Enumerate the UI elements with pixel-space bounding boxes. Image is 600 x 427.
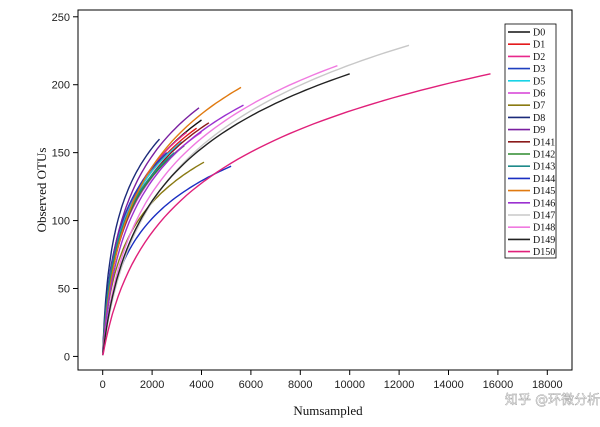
x-tick-label: 12000: [384, 379, 415, 391]
legend-label-d145: D145: [533, 186, 555, 197]
x-tick-label: 16000: [483, 379, 514, 391]
legend-label-d143: D143: [533, 162, 555, 173]
legend-label-d147: D147: [533, 211, 555, 222]
series-line-d8: [102, 138, 161, 356]
series-line-d143: [102, 152, 175, 356]
x-tick-label: 0: [100, 379, 106, 391]
x-axis: 0 2000 4000 6000 8000 10000 12000 14000 16000 180…: [100, 370, 563, 391]
legend-label-d144: D144: [533, 174, 555, 185]
x-tick-label: 2000: [140, 379, 164, 391]
x-tick-label: 18000: [532, 379, 563, 391]
x-tick-label: 4000: [189, 379, 213, 391]
y-tick-label: 0: [64, 351, 70, 363]
legend-label-d149: D149: [533, 235, 555, 246]
legend-label-d0: D0: [533, 28, 545, 39]
legend-label-d8: D8: [533, 113, 545, 124]
legend-label-d5: D5: [533, 76, 545, 87]
series-line-d150: [102, 73, 491, 356]
series-curves: [102, 44, 491, 356]
legend-label-d150: D150: [533, 247, 555, 258]
series-line-d148: [102, 65, 338, 356]
legend-label-d1: D1: [533, 40, 545, 51]
y-tick-label: 100: [52, 216, 70, 228]
legend-label-d142: D142: [533, 150, 555, 161]
x-tick-label: 6000: [239, 379, 263, 391]
legend-label-d7: D7: [533, 101, 545, 112]
legend-label-d148: D148: [533, 223, 555, 234]
y-tick-label: 50: [58, 283, 70, 295]
series-line-d146: [102, 104, 244, 356]
legend-label-d146: D146: [533, 198, 555, 209]
y-tick-label: 150: [52, 148, 70, 160]
x-tick-label: 8000: [288, 379, 312, 391]
legend: D0D1D2D3D5D6D7D8D9D141D142D143D144D145D1…: [504, 23, 557, 259]
series-line-d149: [102, 73, 350, 356]
legend-label-d141: D141: [533, 137, 555, 148]
y-axis: 0 50 100 150 200 250: [52, 12, 78, 363]
watermark: 知乎 @环微分析: [505, 392, 600, 408]
series-line-d147: [102, 44, 410, 356]
y-axis-title: Observed OTUs: [34, 148, 49, 233]
legend-label-d3: D3: [533, 64, 545, 75]
series-line-d3: [102, 152, 168, 356]
legend-label-d6: D6: [533, 89, 545, 100]
x-tick-label: 14000: [433, 379, 464, 391]
series-line-d145: [102, 86, 242, 356]
x-axis-title: Numsampled: [293, 403, 363, 418]
plot-frame: [77, 9, 573, 371]
legend-label-d2: D2: [533, 52, 545, 63]
y-tick-label: 250: [52, 12, 70, 24]
y-tick-label: 200: [52, 80, 70, 92]
legend-label-d9: D9: [533, 125, 545, 136]
x-tick-label: 10000: [334, 379, 365, 391]
